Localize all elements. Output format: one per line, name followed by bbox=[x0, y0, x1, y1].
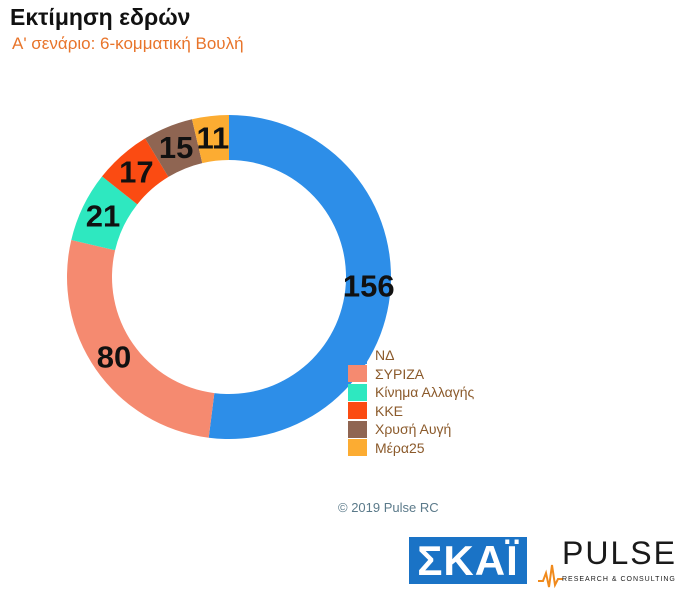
pulse-wordmark: PULSE bbox=[562, 535, 677, 571]
chart-title: Εκτίμηση εδρών bbox=[10, 4, 191, 30]
skai-logo: ΣΚΑΪ bbox=[409, 537, 527, 584]
legend-item: Χρυσή Αυγή bbox=[348, 420, 474, 439]
legend-item: Κίνημα Αλλαγής bbox=[348, 383, 474, 402]
legend-label: ΚΚΕ bbox=[375, 402, 404, 419]
donut-slice-συριζα bbox=[66, 240, 215, 438]
legend-swatch bbox=[348, 439, 367, 457]
slice-value-label: 15 bbox=[159, 130, 193, 165]
pulse-logo: PULSE RESEARCH & CONSULTING bbox=[536, 535, 676, 591]
legend-item: ΝΔ bbox=[348, 346, 474, 365]
pulse-wave-icon bbox=[538, 564, 563, 589]
legend-item: ΚΚΕ bbox=[348, 402, 474, 421]
legend-label: Μέρα25 bbox=[375, 439, 425, 456]
legend-swatch bbox=[348, 365, 367, 383]
copyright-text: © 2019 Pulse RC bbox=[338, 500, 439, 515]
donut-slice-κκε bbox=[102, 138, 169, 205]
donut-slice-χρυσή-αυγή bbox=[145, 119, 203, 177]
donut-slice-νδ bbox=[208, 115, 391, 439]
legend-item: Μέρα25 bbox=[348, 439, 474, 458]
slice-value-label: 17 bbox=[119, 154, 153, 189]
legend-swatch bbox=[348, 402, 367, 420]
legend-label: Χρυσή Αυγή bbox=[375, 421, 452, 438]
donut-slice-μέρα25 bbox=[192, 115, 229, 164]
legend-label: Κίνημα Αλλαγής bbox=[375, 384, 475, 401]
slice-value-label: 80 bbox=[97, 339, 131, 374]
legend-swatch bbox=[348, 346, 367, 364]
slice-value-label: 11 bbox=[197, 120, 230, 155]
legend-item: ΣΥΡΙΖΑ bbox=[348, 365, 474, 384]
legend-label: ΝΔ bbox=[375, 347, 395, 364]
donut-slice-κίνημα-αλλαγής bbox=[71, 176, 138, 251]
chart-legend: ΝΔ ΣΥΡΙΖΑ Κίνημα Αλλαγής ΚΚΕ Χρυσή Αυγή Μέρα2… bbox=[348, 346, 474, 457]
legend-swatch bbox=[348, 420, 367, 438]
pulse-tagline: RESEARCH & CONSULTING bbox=[562, 576, 676, 583]
chart-subtitle: Α' σενάριο: 6-κομματική Βουλή bbox=[12, 34, 244, 53]
legend-swatch bbox=[348, 383, 367, 401]
legend-label: ΣΥΡΙΖΑ bbox=[375, 365, 425, 382]
slice-value-label: 21 bbox=[86, 199, 120, 234]
slice-value-label: 156 bbox=[343, 268, 395, 303]
